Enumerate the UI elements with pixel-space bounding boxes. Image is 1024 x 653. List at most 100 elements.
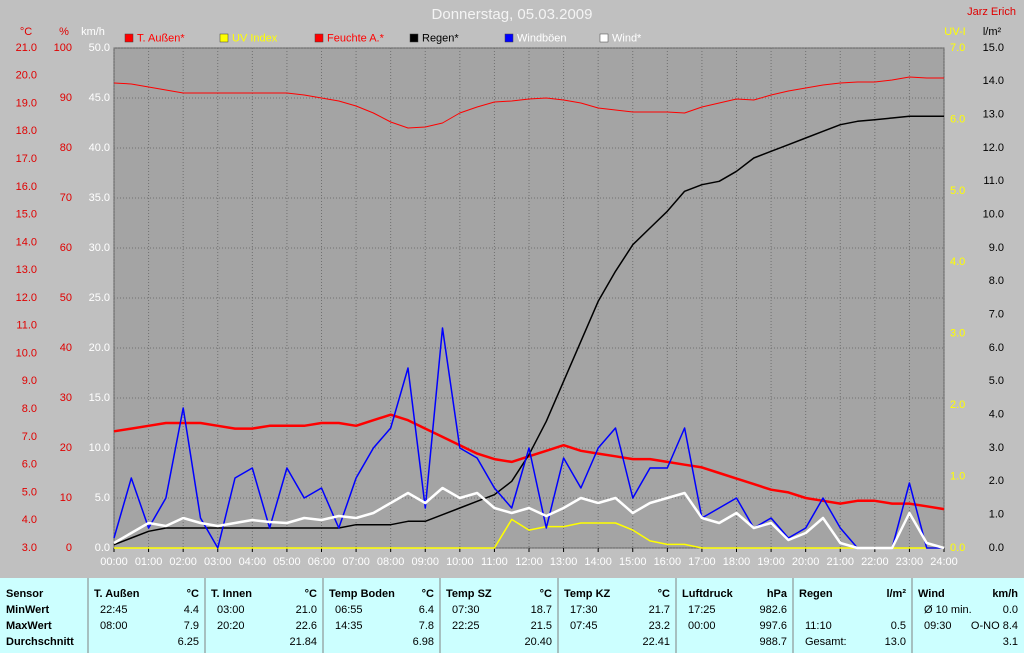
column-header: Luftdruck (682, 588, 734, 600)
cell: 6.98 (413, 636, 434, 648)
y-tick-label: 21.0 (16, 42, 37, 54)
y-tick-label: 2.0 (950, 399, 965, 411)
cell: 20:20 (217, 620, 245, 632)
y-tick-label: 0.0 (95, 542, 110, 554)
axis-label: l/m² (983, 26, 1002, 38)
y-tick-label: 7.0 (950, 42, 965, 54)
legend-swatch (504, 33, 514, 43)
chart-title: Donnerstag, 05.03.2009 (432, 6, 593, 23)
y-tick-label: 90 (60, 92, 72, 104)
y-tick-label: 13.0 (16, 264, 37, 276)
x-tick-label: 06:00 (308, 556, 336, 568)
y-tick-label: 9.0 (989, 242, 1004, 254)
y-tick-label: 15.0 (983, 42, 1004, 54)
y-tick-label: 0 (66, 542, 72, 554)
legend-swatch (409, 33, 419, 43)
y-tick-label: 17.0 (16, 153, 37, 165)
y-tick-label: 12.0 (983, 142, 1004, 154)
y-tick-label: 80 (60, 142, 72, 154)
y-tick-label: 50.0 (89, 42, 110, 54)
cell: 6.25 (178, 636, 199, 648)
x-tick-label: 13:00 (550, 556, 578, 568)
column-unit: °C (422, 588, 434, 600)
y-tick-label: 6.0 (950, 113, 965, 125)
cell: 00:00 (688, 620, 716, 632)
cell: Gesamt: (805, 636, 847, 648)
series-line (113, 486, 945, 550)
y-tick-label: 3.0 (989, 442, 1004, 454)
cell: 7.8 (419, 620, 434, 632)
y-tick-label: 10.0 (16, 347, 37, 359)
y-tick-label: 10.0 (89, 442, 110, 454)
x-tick-label: 20:00 (792, 556, 820, 568)
column-header: Temp Boden (329, 588, 395, 600)
x-tick-label: 14:00 (584, 556, 612, 568)
y-tick-label: 15.0 (89, 392, 110, 404)
column-unit: hPa (767, 588, 788, 600)
row-label: MaxWert (6, 620, 52, 632)
y-tick-label: 4.0 (22, 514, 37, 526)
y-tick-label: 8.0 (989, 275, 1004, 287)
y-tick-label: 5.0 (989, 375, 1004, 387)
cell: Ø 10 min. (924, 604, 972, 616)
column-unit: °C (540, 588, 552, 600)
y-tick-label: 3.0 (22, 542, 37, 554)
y-tick-label: 5.0 (22, 486, 37, 498)
legend-swatch (314, 33, 324, 43)
y-tick-label: 16.0 (16, 181, 37, 193)
cell: O-NO 8.4 (971, 620, 1018, 632)
x-tick-label: 10:00 (446, 556, 474, 568)
cell: 4.4 (184, 604, 199, 616)
axis-label: UV-I (944, 26, 965, 38)
y-tick-label: 3.0 (950, 328, 965, 340)
legend-label: Wind* (612, 32, 642, 44)
cell: 988.7 (759, 636, 787, 648)
y-tick-label: 35.0 (89, 192, 110, 204)
cell: 18.7 (531, 604, 552, 616)
column-unit: °C (187, 588, 199, 600)
x-tick-label: 19:00 (757, 556, 785, 568)
x-tick-label: 03:00 (204, 556, 232, 568)
y-tick-label: 5.0 (950, 185, 965, 197)
y-tick-label: 7.0 (22, 431, 37, 443)
y-tick-label: 11.0 (983, 175, 1004, 187)
x-tick-label: 21:00 (826, 556, 854, 568)
y-tick-label: 0.0 (989, 542, 1004, 554)
y-tick-label: 7.0 (989, 309, 1004, 321)
cell: 22.41 (642, 636, 670, 648)
cell: 3.1 (1003, 636, 1018, 648)
column-unit: °C (305, 588, 317, 600)
cell: 09:30 (924, 620, 952, 632)
y-tick-label: 60 (60, 242, 72, 254)
x-tick-label: 11:00 (481, 556, 508, 568)
axis-label: % (59, 26, 69, 38)
legend-swatch (124, 33, 134, 43)
y-tick-label: 5.0 (95, 492, 110, 504)
x-tick-label: 22:00 (861, 556, 889, 568)
y-tick-label: 2.0 (989, 475, 1004, 487)
x-tick-label: 24:00 (930, 556, 958, 568)
y-tick-label: 20.0 (89, 342, 110, 354)
y-tick-label: 40 (60, 342, 72, 354)
x-tick-label: 12:00 (515, 556, 543, 568)
legend-label: Regen* (422, 32, 459, 44)
cell: 21.5 (531, 620, 552, 632)
y-tick-label: 20.0 (16, 70, 37, 82)
cell: 11:10 (805, 620, 832, 632)
y-tick-label: 18.0 (16, 125, 37, 137)
column-header: Temp KZ (564, 588, 611, 600)
series-line (113, 327, 944, 549)
y-tick-label: 25.0 (89, 292, 110, 304)
cell: 17:30 (570, 604, 598, 616)
cell: 997.6 (759, 620, 787, 632)
cell: 03:00 (217, 604, 245, 616)
cell: 07:30 (452, 604, 480, 616)
cell: 0.0 (1003, 604, 1018, 616)
column-header: Temp SZ (446, 588, 492, 600)
y-tick-label: 50 (60, 292, 72, 304)
x-tick-label: 16:00 (654, 556, 682, 568)
legend-label: Feuchte A.* (327, 32, 385, 44)
y-tick-label: 6.0 (989, 342, 1004, 354)
